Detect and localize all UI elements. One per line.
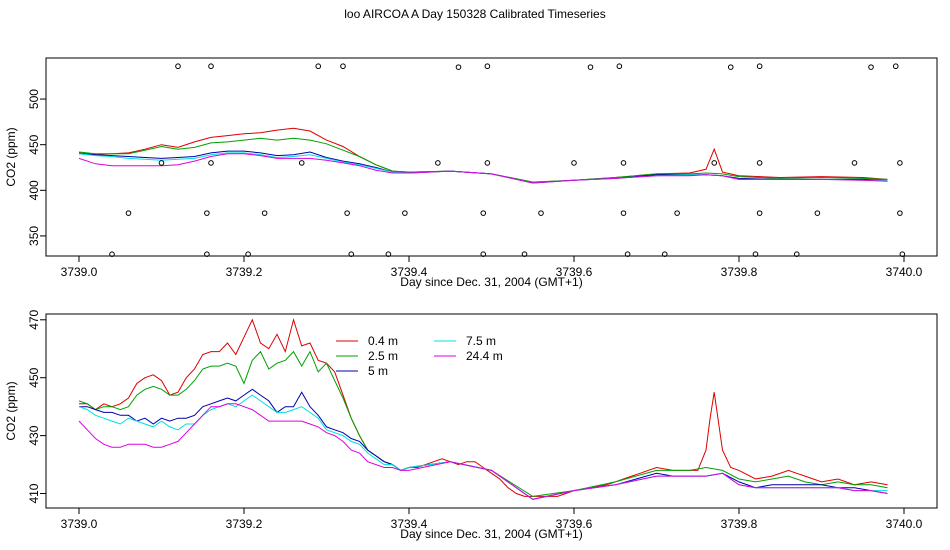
x-tick-label: 3739.2 — [226, 265, 263, 279]
x-tick-label: 3739.0 — [61, 517, 98, 531]
scatter-point — [756, 63, 763, 70]
y-axis-label: CO2 (ppm) — [4, 381, 18, 440]
legend-label: 24.4 m — [466, 349, 503, 363]
x-tick-label: 3739.6 — [556, 517, 593, 531]
scatter-point — [897, 160, 903, 166]
scatter-point — [620, 160, 627, 166]
scatter-point — [315, 63, 322, 70]
x-tick-label: 3739.4 — [391, 265, 428, 279]
scatter-point — [480, 251, 487, 257]
y-tick-label: 410 — [27, 483, 41, 503]
y-tick-label: 470 — [27, 309, 41, 329]
scatter-point — [348, 251, 355, 257]
scatter-point — [571, 160, 577, 166]
scatter-point — [204, 251, 210, 257]
y-tick-label: 400 — [27, 180, 41, 200]
series-line-24-4-m — [78, 153, 888, 184]
scatter-point — [204, 210, 210, 216]
y-tick-label: 450 — [27, 134, 41, 154]
scatter-point — [851, 160, 858, 166]
x-tick-label: 3739.0 — [61, 265, 98, 279]
legend: 0.4 m2.5 m5 m 7.5 m24.4 m — [336, 334, 503, 378]
y-tick-label: 430 — [27, 425, 41, 445]
x-tick-label: 3739.4 — [391, 517, 428, 531]
scatter-point — [756, 160, 763, 166]
y-tick-label: 350 — [27, 226, 41, 246]
series-line-24-4-m — [78, 403, 888, 500]
legend-label: 2.5 m — [368, 349, 398, 363]
series-line-7-5-m — [78, 394, 888, 500]
scatter-point — [521, 251, 528, 257]
scatter-point — [711, 160, 718, 166]
x-tick-label: 3739.6 — [556, 265, 593, 279]
plot-frame — [45, 313, 938, 509]
scatter-point — [261, 210, 268, 216]
series-line-2-5-m — [78, 350, 888, 497]
x-tick-label: 3739.8 — [721, 517, 758, 531]
scatter-point — [484, 160, 491, 166]
scatter-point — [480, 210, 487, 216]
scatter-point — [538, 210, 544, 216]
scatter-point — [620, 210, 627, 216]
scatter-point — [340, 63, 346, 70]
series-line-5-m — [79, 388, 888, 500]
scatter-point — [661, 251, 668, 257]
series-group — [78, 127, 888, 184]
y-axis-label: CO2 (ppm) — [4, 127, 18, 186]
series-line-7-5-m — [78, 152, 888, 184]
top-panel: 3739.0 3739.2 3739.4 3739.6 3739.8 3740.0 350 4… — [4, 57, 938, 289]
scatter-point — [756, 210, 763, 216]
x-axis-label: Day since Dec. 31, 2004 (GMT+1) — [400, 275, 582, 289]
scatter-point — [624, 251, 631, 257]
scatter-point — [868, 64, 874, 70]
scatter-point — [752, 251, 759, 257]
scatter-point — [587, 64, 594, 70]
scatter-point — [109, 251, 115, 257]
legend-label: 0.4 m — [368, 334, 398, 348]
scatter-point — [344, 210, 350, 216]
x-tick-label: 3740.0 — [886, 265, 923, 279]
scatter-point — [727, 64, 734, 70]
scatter-point — [175, 63, 181, 70]
scatter-point — [125, 210, 132, 216]
scatter-point — [814, 210, 821, 216]
series-line-2-5-m — [78, 137, 888, 183]
scatter-point — [616, 63, 623, 70]
scatter-point — [245, 251, 251, 257]
x-tick-label: 3739.8 — [721, 265, 758, 279]
scatter-point — [385, 251, 392, 257]
y-tick-label: 450 — [27, 367, 41, 387]
scatter-point — [208, 160, 214, 166]
x-axis-label: Day since Dec. 31, 2004 (GMT+1) — [400, 527, 582, 541]
scatter-point — [793, 251, 800, 257]
scatter-point — [455, 64, 462, 70]
bottom-panel: 3739.0 3739.2 3739.4 3739.6 3739.8 3740.0 410 4… — [4, 309, 938, 541]
chart-title: loo AIRCOA A Day 150328 Calibrated Times… — [344, 7, 606, 21]
plot-frame — [45, 57, 938, 257]
scatter-point — [892, 63, 899, 70]
x-tick-label: 3740.0 — [886, 517, 923, 531]
scatter-point — [899, 251, 906, 257]
scatter-point — [674, 210, 680, 216]
y-tick-label: 500 — [27, 89, 41, 109]
scatter-point — [435, 160, 441, 166]
series-group — [78, 317, 888, 500]
scatter-point — [158, 160, 165, 166]
scatter-point — [298, 160, 305, 166]
scatter-point — [208, 63, 214, 70]
scatter-point — [897, 210, 903, 216]
legend-label: 7.5 m — [466, 334, 496, 348]
x-tick-label: 3739.2 — [226, 517, 263, 531]
legend-label: 5 m — [368, 364, 388, 378]
series-line-0-4-m — [79, 317, 888, 497]
scatter-point — [402, 210, 408, 216]
scatter-point — [484, 63, 491, 70]
